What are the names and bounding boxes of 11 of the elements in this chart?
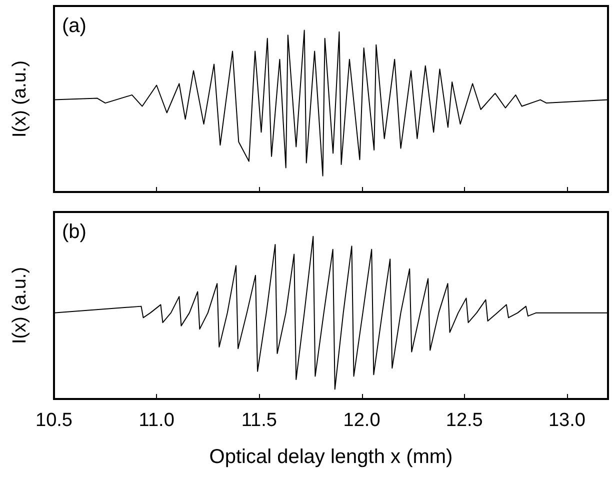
annotation: (b) [62, 221, 86, 243]
x-tick-label: 11.0 [138, 410, 174, 431]
x-axis-title: Optical delay length x (mm) [209, 446, 453, 468]
x-tick-label: 12.5 [446, 410, 483, 431]
y-axis-title: I(x) (a.u.) [10, 266, 30, 344]
x-tick-label: 12.0 [343, 410, 380, 431]
x-tick-label: 11.5 [241, 410, 277, 431]
annotation: (a) [62, 15, 86, 37]
x-tick-label: 13.0 [548, 410, 586, 431]
x-tick-label: 10.5 [36, 410, 72, 431]
y-axis-title: I(x) (a.u.) [10, 60, 30, 138]
